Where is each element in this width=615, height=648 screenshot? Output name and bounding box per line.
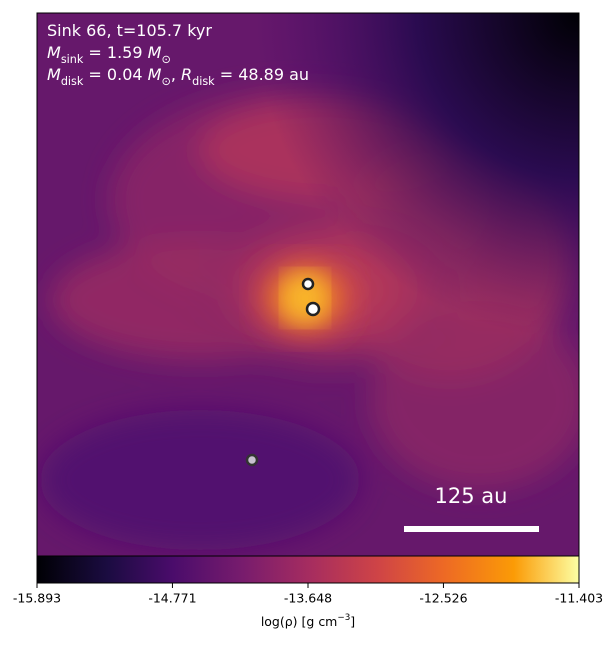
- text-part: = 1.59: [83, 43, 147, 62]
- text-part: M: [148, 43, 162, 62]
- text-part: disk: [61, 75, 84, 88]
- text-part: ⊙: [161, 53, 170, 66]
- tick-label: -12.526: [419, 591, 467, 606]
- text-part: M: [148, 65, 162, 84]
- text-part: ,: [171, 65, 181, 84]
- text-part: −3: [337, 613, 350, 623]
- density-image: 125 au: [37, 13, 579, 556]
- text-part: M: [47, 65, 61, 84]
- tick-label: -11.403: [555, 591, 603, 606]
- text-part: ⊙: [161, 75, 170, 88]
- colorbar: [36, 555, 580, 584]
- text-part: Sink 66, t=105.7 kyr: [47, 21, 212, 40]
- tick-label: -15.893: [13, 591, 61, 606]
- sink: [245, 453, 259, 467]
- text-part: M: [47, 43, 61, 62]
- text-part: log(ρ) [g cm: [261, 614, 338, 629]
- text-part: R: [181, 65, 192, 84]
- sink: [301, 277, 315, 291]
- annotation: Msink = 1.59 M⊙: [47, 43, 171, 66]
- annotation: Sink 66, t=105.7 kyr: [47, 21, 212, 40]
- colorbar-axis: -15.893 -14.771 -13.648 -12.526 -11.403 log(ρ…: [13, 583, 603, 629]
- annotation: Mdisk = 0.04 M⊙, Rdisk = 48.89 au: [47, 65, 309, 88]
- text-part: = 0.04: [83, 65, 147, 84]
- sink: [305, 301, 321, 317]
- text-part: ]: [350, 614, 355, 629]
- colorbar-label: log(ρ) [g cm−3]: [261, 613, 355, 629]
- scale-bar-label: 125 au: [435, 484, 508, 508]
- text-part: sink: [61, 53, 84, 66]
- text-part: = 48.89 au: [215, 65, 309, 84]
- tick-label: -14.771: [148, 591, 196, 606]
- tick-label: -13.648: [284, 591, 332, 606]
- text-part: disk: [192, 75, 215, 88]
